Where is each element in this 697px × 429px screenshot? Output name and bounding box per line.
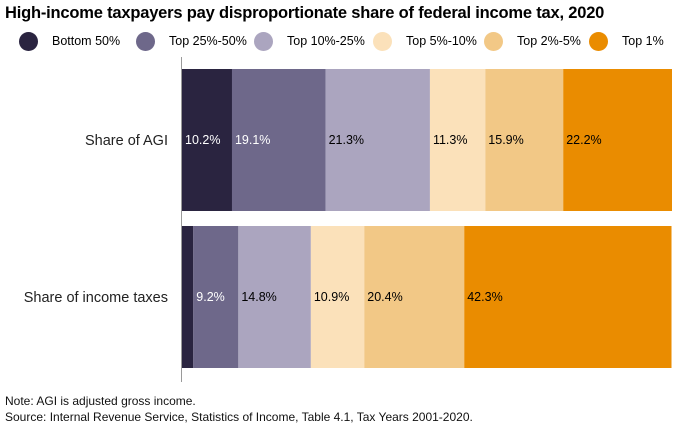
- bar-share-of-agi-bottom-50: [182, 69, 232, 211]
- bar-share-of-agi-top-25-50: [231, 69, 326, 211]
- legend-item-top-2-5: Top 2%-5%: [484, 31, 581, 51]
- legend-swatch: [589, 31, 608, 51]
- chart-title: High-income taxpayers pay disproportiona…: [5, 4, 605, 22]
- value-label-share-of-agi-top-5-10: 11.3%: [433, 133, 468, 147]
- value-label-share-of-income-taxes-top-25-50: 9.2%: [196, 290, 225, 304]
- legend-item-top-10-25: Top 10%-25%: [254, 31, 365, 51]
- bar-share-of-income-taxes-top-1: [464, 226, 672, 368]
- category-label-share-of-agi: Share of AGI: [85, 133, 168, 149]
- legend-label: Top 10%-25%: [287, 34, 365, 48]
- bar-share-of-agi-top-2-5: [485, 69, 564, 211]
- chart-source: Source: Internal Revenue Service, Statis…: [5, 410, 473, 424]
- legend-item-top-1: Top 1%: [589, 31, 664, 51]
- bar-share-of-income-taxes-top-10-25: [238, 226, 311, 368]
- value-label-share-of-income-taxes-top-10-25: 14.8%: [241, 290, 276, 304]
- category-label-share-of-income-taxes: Share of income taxes: [24, 290, 168, 306]
- chart-note: Note: AGI is adjusted gross income.: [5, 394, 196, 408]
- legend-item-top-25-50: Top 25%-50%: [136, 31, 247, 51]
- legend-swatch: [19, 31, 38, 51]
- bar-share-of-income-taxes-bottom-50: [182, 226, 194, 368]
- value-label-share-of-income-taxes-top-1: 42.3%: [467, 290, 502, 304]
- value-label-share-of-income-taxes-top-5-10: 10.9%: [314, 290, 349, 304]
- value-label-share-of-agi-top-2-5: 15.9%: [488, 133, 523, 147]
- value-label-share-of-agi-top-1: 22.2%: [566, 133, 601, 147]
- value-label-share-of-agi-top-10-25: 21.3%: [329, 133, 364, 147]
- legend-item-bottom-50: Bottom 50%: [19, 31, 120, 51]
- bar-share-of-agi-top-1: [563, 69, 672, 211]
- legend: Bottom 50% Top 25%-50% Top 10%-25% Top 5…: [0, 31, 697, 51]
- legend-swatch: [136, 31, 155, 51]
- value-label-share-of-income-taxes-top-2-5: 20.4%: [367, 290, 402, 304]
- bar-share-of-income-taxes-top-5-10: [310, 226, 365, 368]
- legend-swatch: [484, 31, 503, 51]
- legend-label: Top 25%-50%: [169, 34, 247, 48]
- bar-share-of-income-taxes-top-25-50: [193, 226, 239, 368]
- legend-label: Top 5%-10%: [406, 34, 477, 48]
- bar-share-of-agi-top-5-10: [429, 69, 486, 211]
- value-label-share-of-agi-bottom-50: 10.2%: [185, 133, 220, 147]
- legend-item-top-5-10: Top 5%-10%: [373, 31, 477, 51]
- bar-share-of-agi-top-10-25: [325, 69, 430, 211]
- legend-label: Top 1%: [622, 34, 664, 48]
- value-label-share-of-agi-top-25-50: 19.1%: [235, 133, 270, 147]
- legend-label: Top 2%-5%: [517, 34, 581, 48]
- legend-swatch: [373, 31, 392, 51]
- bar-share-of-income-taxes-top-2-5: [364, 226, 465, 368]
- legend-swatch: [254, 31, 273, 51]
- legend-label: Bottom 50%: [52, 34, 121, 48]
